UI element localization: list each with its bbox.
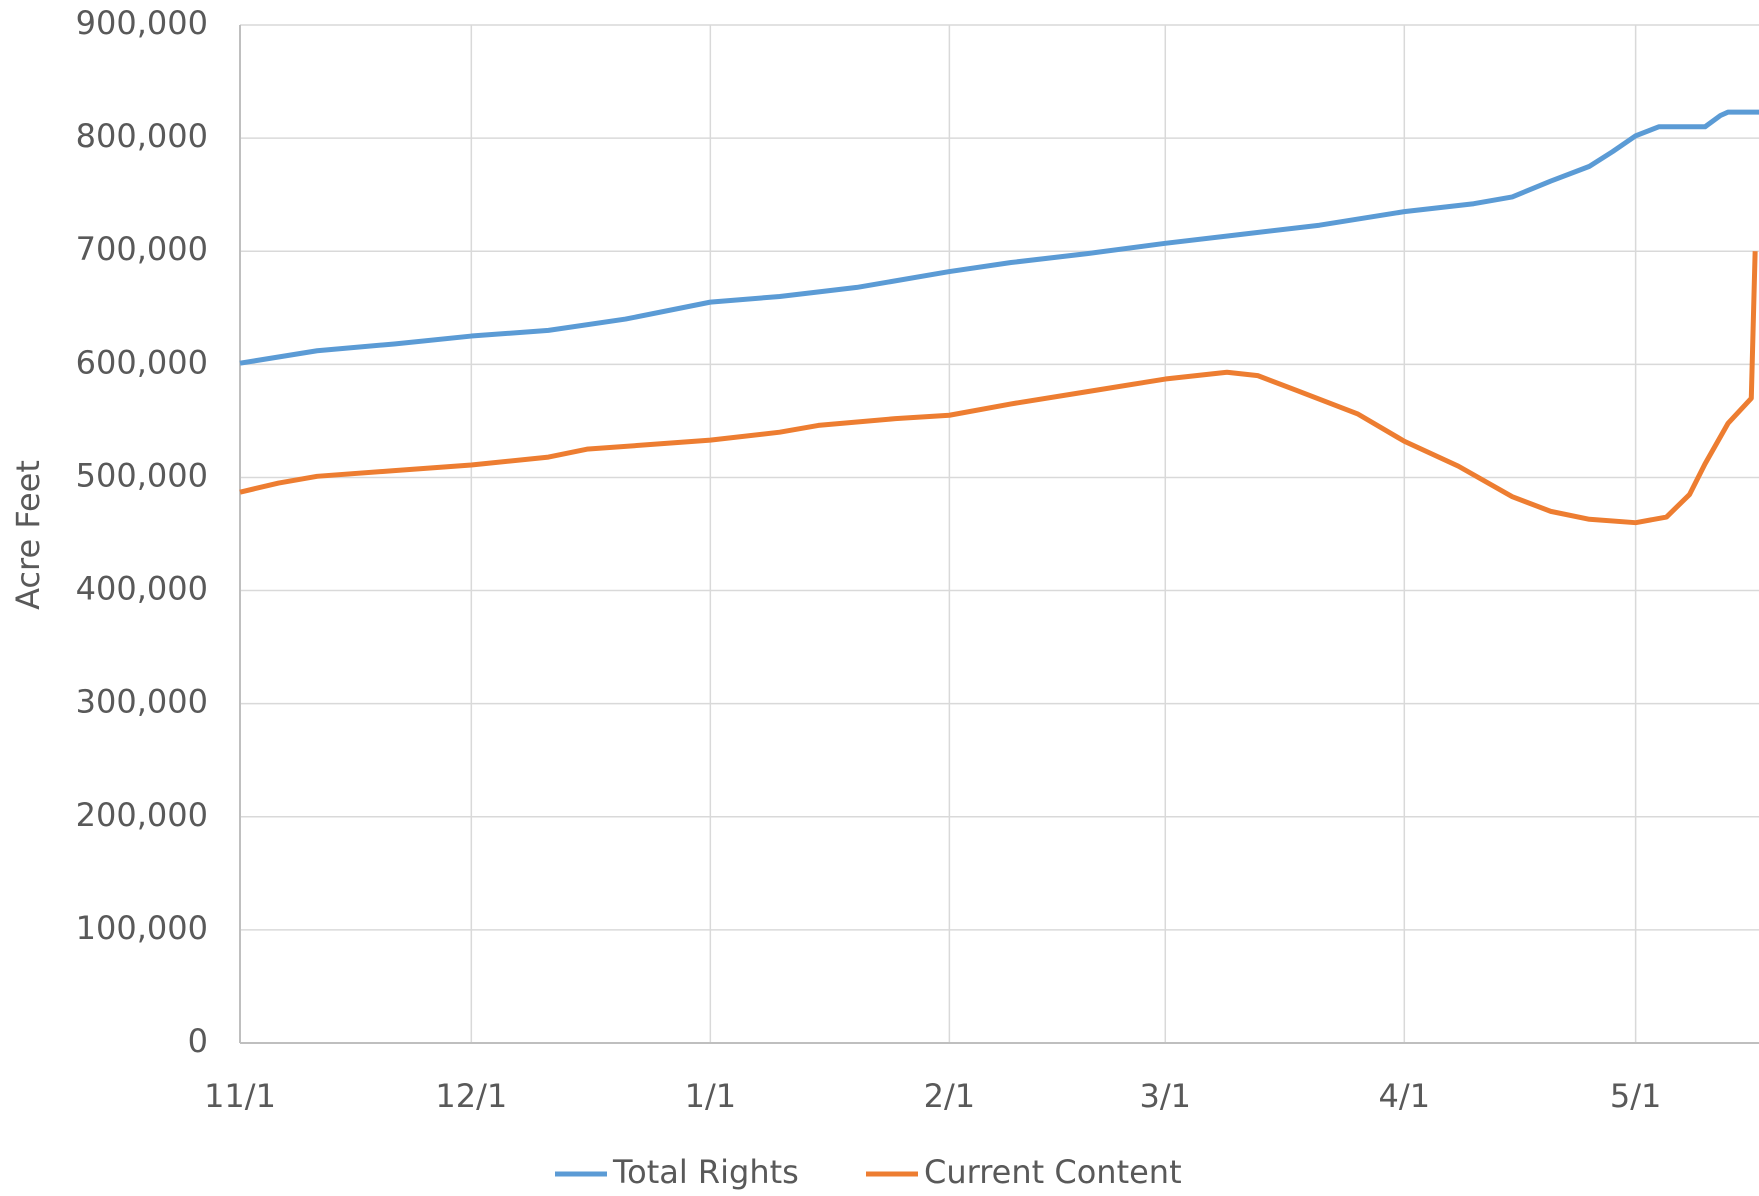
legend-label: Total Rights [612, 1153, 799, 1191]
x-tick-label: 11/1 [204, 1077, 276, 1115]
series-line [239, 251, 1758, 526]
y-tick-label: 500,000 [76, 456, 208, 494]
y-tick-label: 900,000 [76, 4, 208, 42]
y-tick-label: 800,000 [76, 117, 208, 155]
y-tick-label: 0 [188, 1022, 208, 1060]
x-tick-label: 1/1 [685, 1077, 737, 1115]
y-tick-label: 700,000 [76, 230, 208, 268]
x-tick-label: 5/1 [1610, 1077, 1662, 1115]
y-tick-label: 600,000 [76, 343, 208, 381]
series-line [239, 109, 1759, 366]
y-tick-label: 400,000 [76, 570, 208, 608]
y-tick-label: 200,000 [76, 796, 208, 834]
x-tick-label: 2/1 [924, 1077, 976, 1115]
x-tick-label: 3/1 [1140, 1077, 1192, 1115]
legend-label: Current Content [924, 1153, 1182, 1191]
y-axis-label: Acre Feet [9, 460, 47, 610]
y-tick-label: 300,000 [76, 683, 208, 721]
x-tick-label: 4/1 [1379, 1077, 1431, 1115]
y-tick-label: 100,000 [76, 909, 208, 947]
x-tick-label: 12/1 [435, 1077, 507, 1115]
